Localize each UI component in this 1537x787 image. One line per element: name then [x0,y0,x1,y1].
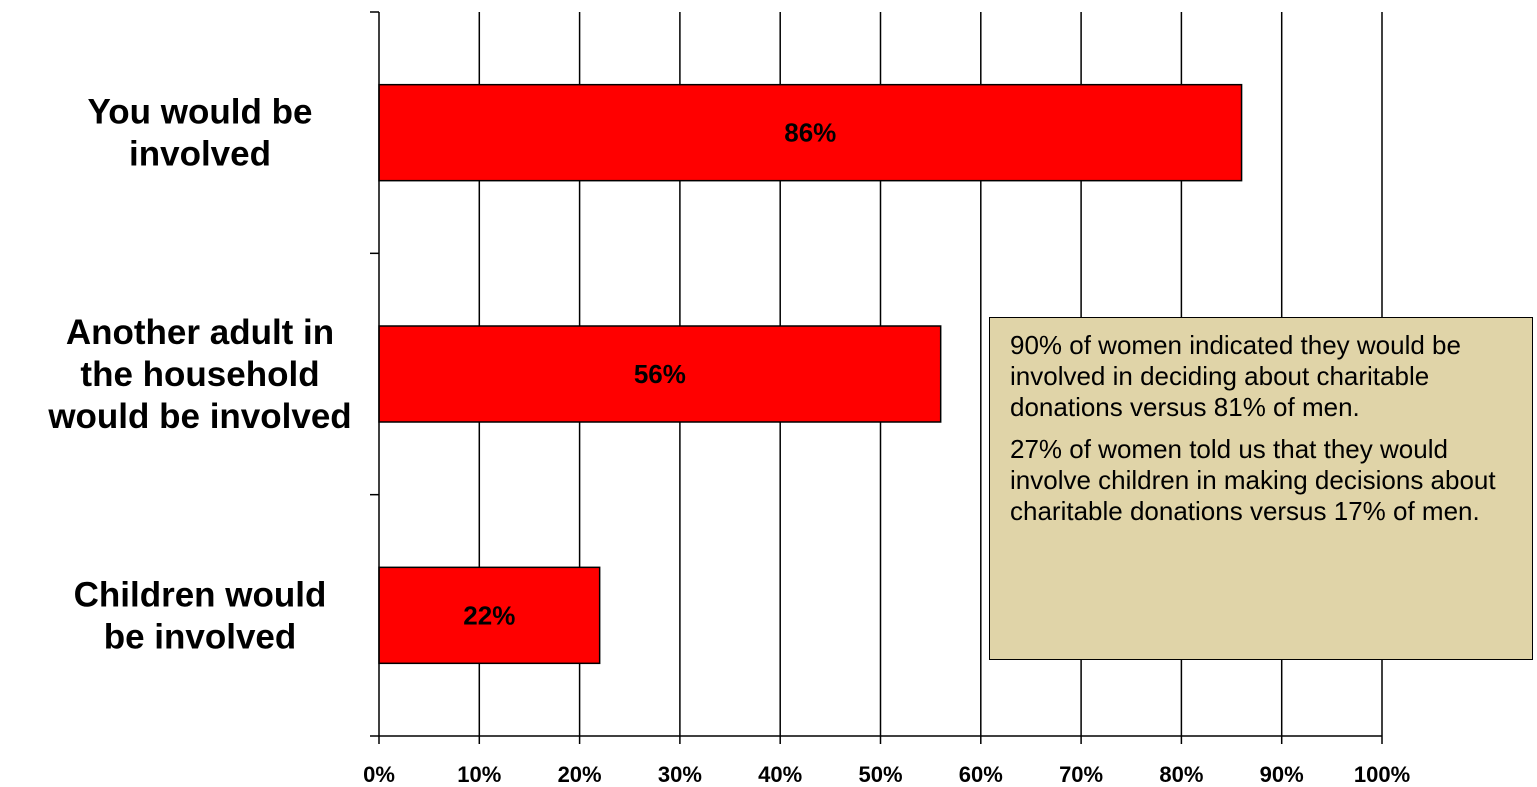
x-tick-label-0: 0% [363,762,395,787]
annotation-paragraph-2: 27% of women told us that they would inv… [1010,434,1496,526]
data-label-3: 22% [463,600,515,630]
bars [378,83,1243,665]
category-label-2-line-1: Another adult in [66,313,334,352]
x-tick-label-70: 70% [1059,762,1103,787]
category-label-1-line-1: You would be [88,93,313,132]
axes [370,11,1383,744]
category-label-3-line-2: be involved [104,617,297,656]
bar-1 [378,83,1243,182]
category-label-3: Children would be involved [74,575,327,656]
x-tick-label-90: 90% [1260,762,1304,787]
x-tick-label-20: 20% [558,762,602,787]
category-label-1: You would be involved [88,93,313,174]
x-tick-label-50: 50% [858,762,902,787]
x-tick-label-40: 40% [758,762,802,787]
data-label-1: 86% [784,118,836,148]
category-label-2: Another adult in the household would be in… [47,313,351,436]
category-label-2-line-3: would be involved [47,397,351,436]
x-tick-label-100: 100% [1354,762,1410,787]
annotation-paragraph-1: 90% of women indicated they would be inv… [1010,330,1461,422]
data-label-2: 56% [634,359,686,389]
category-label-2-line-2: the household [80,355,319,394]
x-tick-label-60: 60% [959,762,1003,787]
x-tick-label-30: 30% [658,762,702,787]
annotation-box: 90% of women indicated they would be inv… [989,317,1533,660]
x-tick-label-10: 10% [457,762,501,787]
x-tick-label-80: 80% [1159,762,1203,787]
category-label-3-line-1: Children would [74,575,327,614]
category-label-1-line-2: involved [129,135,271,174]
labels: 86% 56% 22% 0% 10% 20% 30% 40% 50% 60% 70% 80% 90% 10… [47,93,1410,787]
